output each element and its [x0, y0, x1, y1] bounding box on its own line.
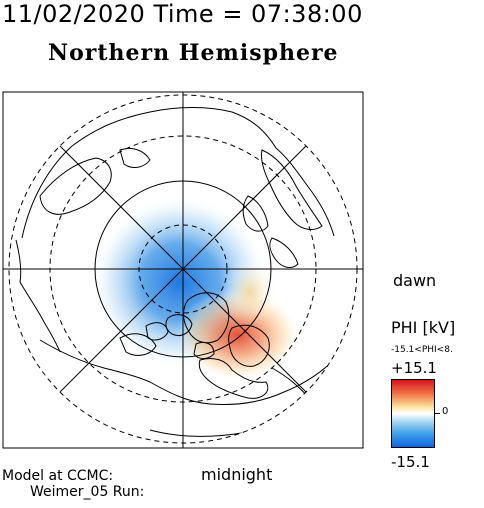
colorbar-zero-label: 0 — [442, 406, 449, 417]
model-label: Model at CCMC: — [2, 468, 114, 484]
meridian-lines — [3, 92, 363, 448]
colorbar-zero-tick — [434, 413, 440, 414]
positive-cell-weak — [222, 258, 278, 326]
datetime-header: 11/02/2020 Time = 07:38:00 — [2, 0, 363, 28]
run-label: Weimer_05 Run: — [30, 484, 145, 500]
colorbar-min-label: -15.1 — [391, 453, 430, 471]
plot-title: Northern Hemisphere — [48, 40, 339, 66]
coastlines — [15, 107, 341, 443]
dawn-label: dawn — [393, 271, 437, 290]
colorbar-range: -15.1<PHI<8. — [391, 345, 453, 355]
midnight-label: midnight — [201, 465, 273, 484]
colorbar — [391, 379, 435, 448]
colorbar-title: PHI [kV] — [391, 318, 456, 337]
colorbar-max-label: +15.1 — [391, 359, 437, 377]
meridian-line — [59, 145, 307, 393]
